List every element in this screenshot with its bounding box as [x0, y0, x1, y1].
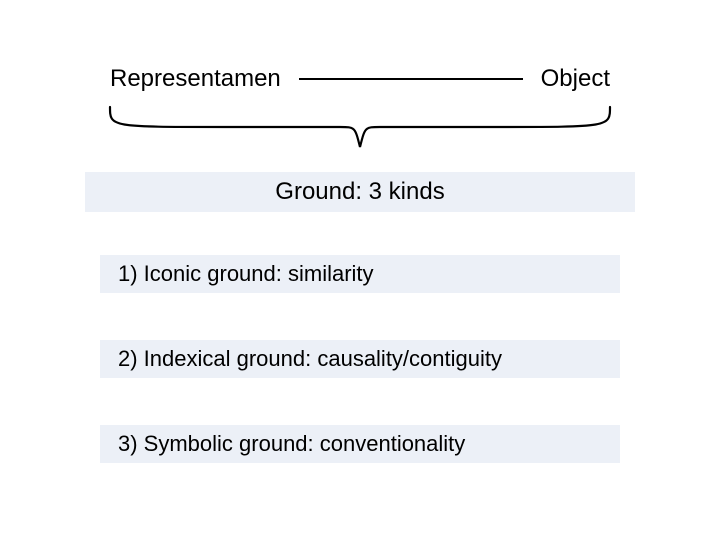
representamen-label: Representamen — [110, 65, 281, 93]
ground-kind-3-box: 3) Symbolic ground: conventionality — [100, 425, 620, 463]
ground-kind-2-text: 2) Indexical ground: causality/contiguit… — [118, 346, 502, 372]
ground-kind-3-text: 3) Symbolic ground: conventionality — [118, 431, 465, 457]
ground-kind-1-box: 1) Iconic ground: similarity — [100, 255, 620, 293]
connector-line — [299, 78, 523, 80]
object-label: Object — [541, 65, 610, 93]
ground-heading-text: Ground: 3 kinds — [275, 178, 444, 206]
ground-kind-1-text: 1) Iconic ground: similarity — [118, 261, 374, 287]
ground-kind-2-box: 2) Indexical ground: causality/contiguit… — [100, 340, 620, 378]
ground-heading-box: Ground: 3 kinds — [85, 172, 635, 212]
top-relation-row: Representamen Object — [110, 65, 610, 93]
curly-brace — [105, 102, 615, 157]
